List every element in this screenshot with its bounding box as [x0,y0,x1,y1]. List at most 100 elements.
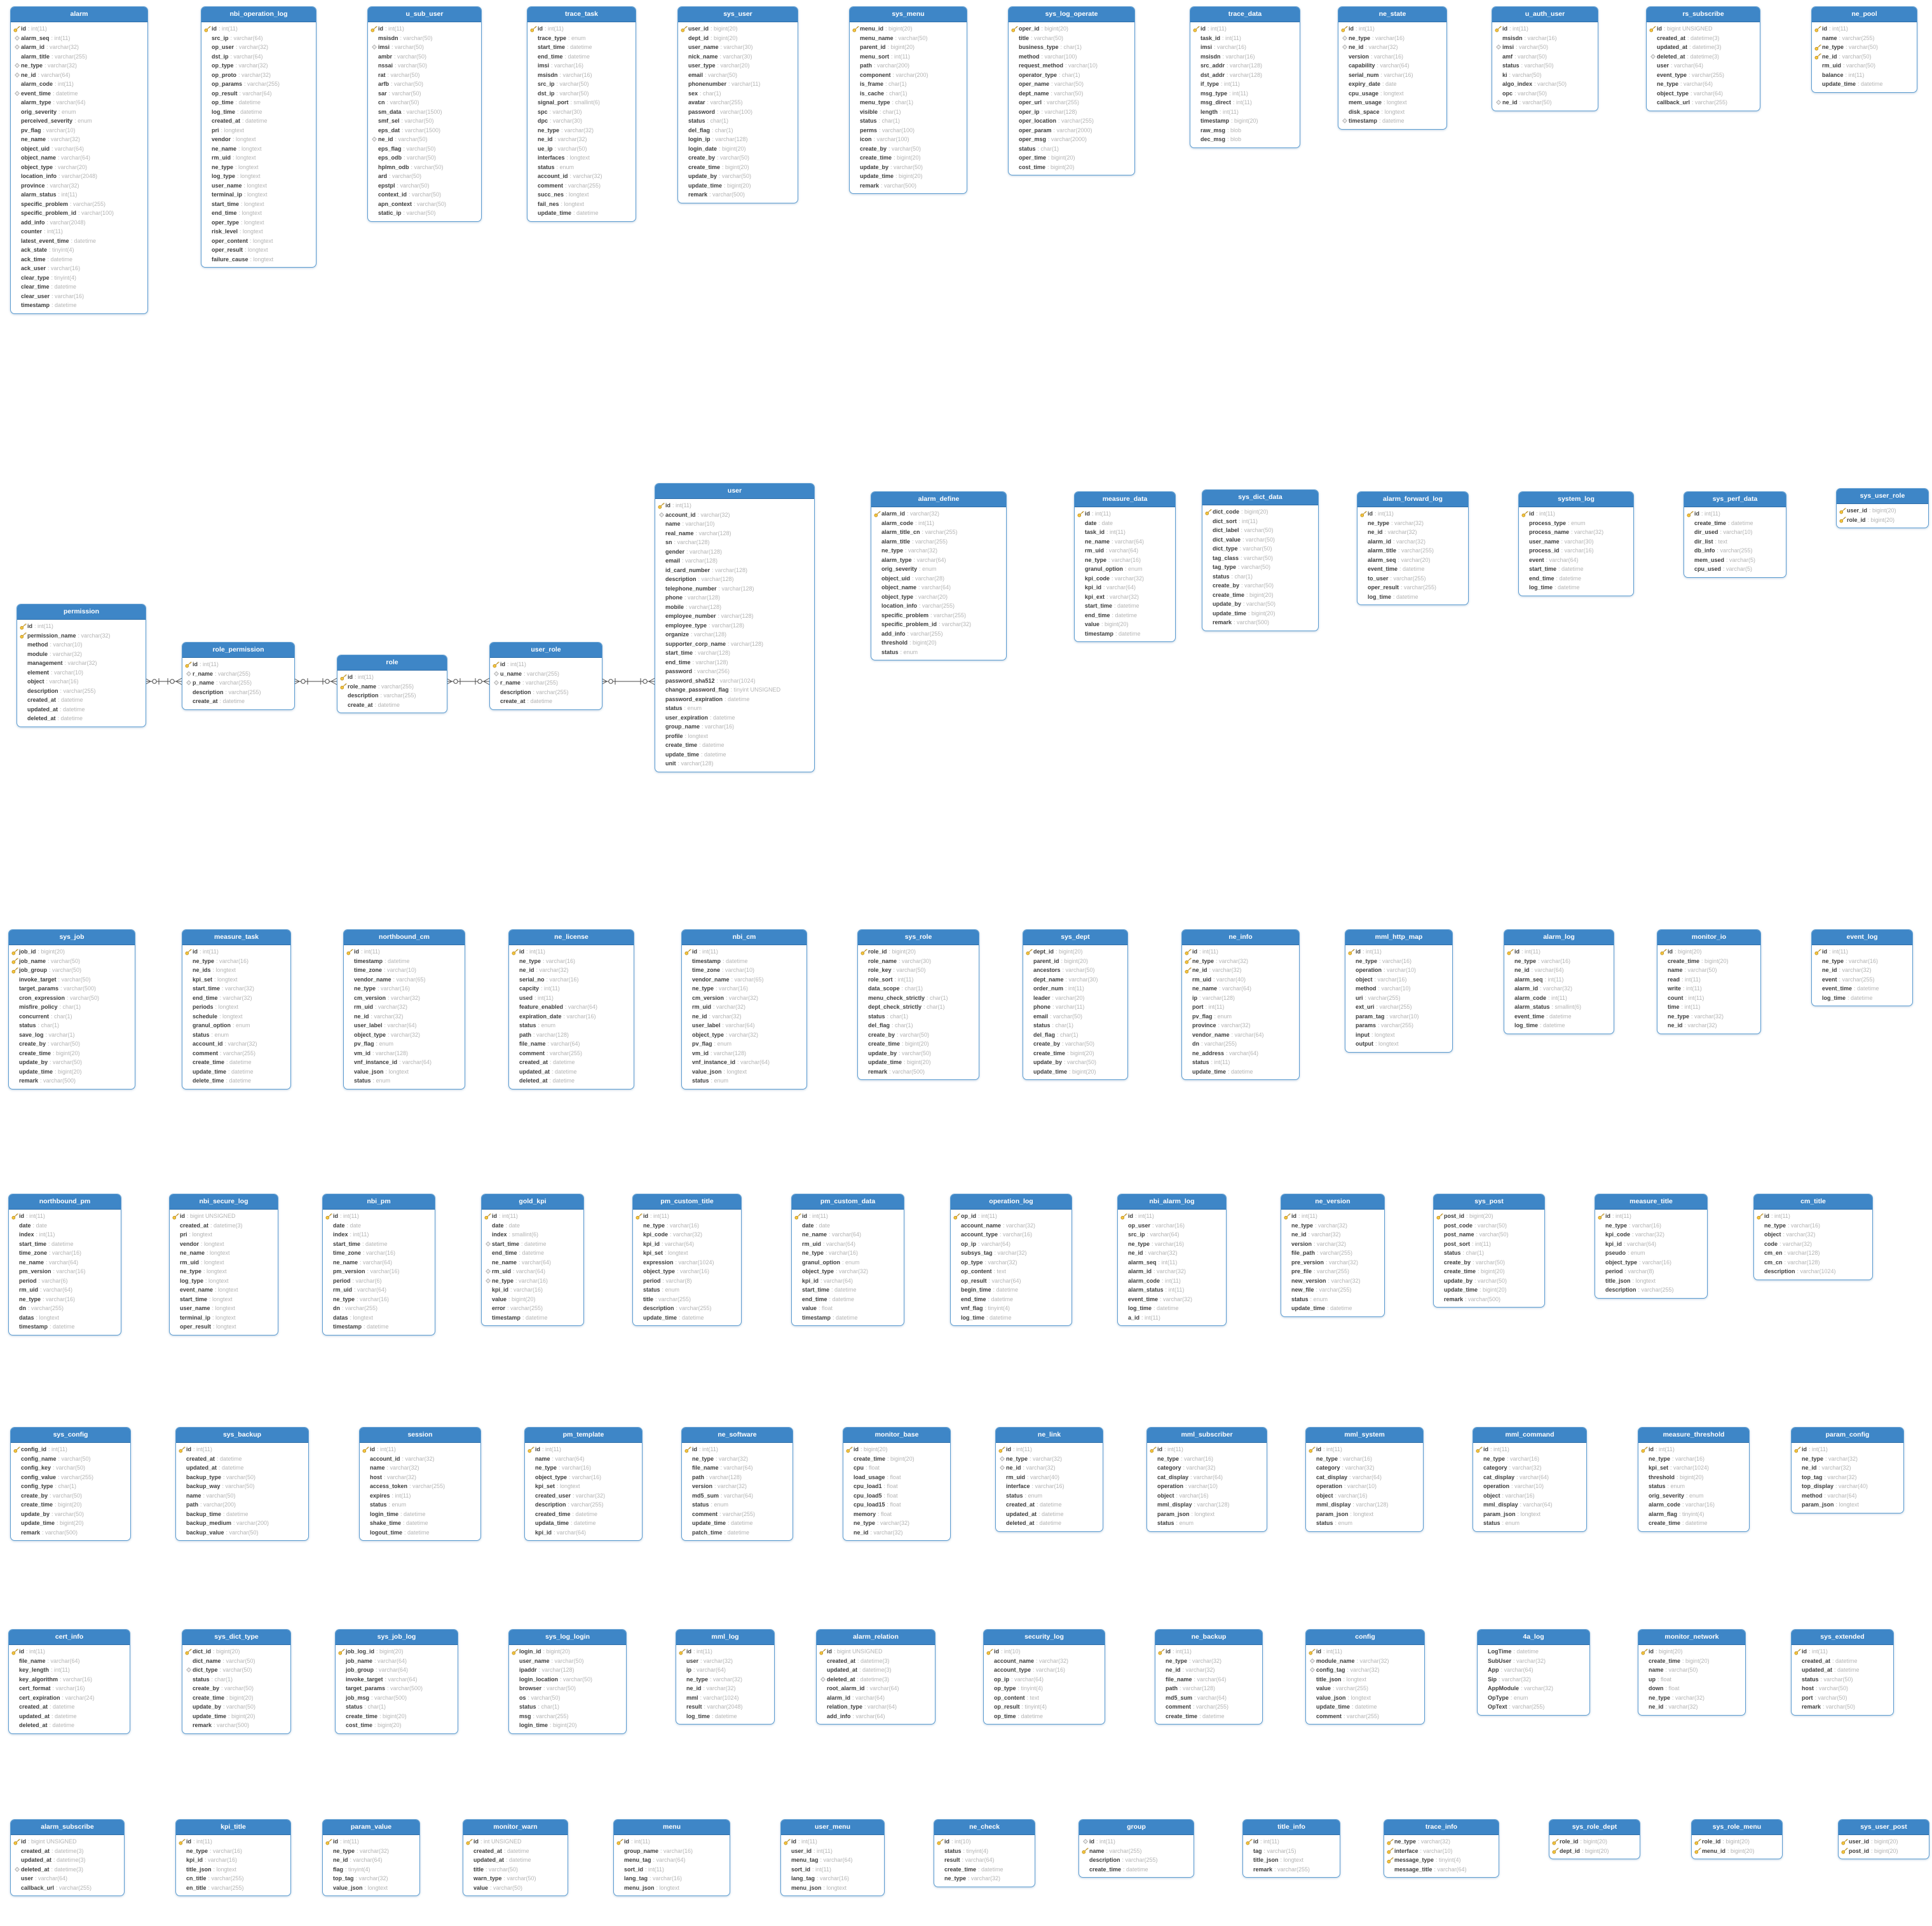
table-header-ne_software[interactable]: ne_software [682,1428,793,1443]
table-field-row[interactable]: id: int(11) [17,622,146,631]
table-param_value[interactable]: param_value id: int(11) ne_type: varchar(3… [322,1819,420,1896]
table-field-row[interactable]: spc: varchar(30) [527,107,636,117]
table-field-row[interactable]: id: bigint UNSIGNED [170,1212,278,1221]
table-field-row[interactable]: granul_option: enum [1075,564,1175,574]
table-field-row[interactable]: cpu_used: varchar(5) [1684,564,1786,574]
table-field-row[interactable]: object_name: varchar(64) [871,583,1006,592]
table-header-gold_kpi[interactable]: gold_kpi [482,1194,583,1210]
table-field-row[interactable]: create_by: varchar(50) [1202,581,1318,591]
table-field-row[interactable]: ne_type: varchar(50) [1812,43,1917,52]
table-sys_perf_data[interactable]: sys_perf_data id: int(11) create_time: dat… [1684,491,1786,578]
table-field-row[interactable]: id: int(11) [1147,1445,1267,1454]
table-field-row[interactable]: id: int(11) [1306,1647,1424,1656]
table-field-row[interactable]: del_flag: char(1) [858,1021,979,1030]
table-field-row[interactable]: ipaddr: varchar(128) [509,1665,626,1675]
table-field-row[interactable]: comment: varchar(255) [1306,1712,1424,1721]
table-field-row[interactable]: op_type: varchar(32) [201,61,316,71]
table-field-row[interactable]: id: int(11) [344,947,465,957]
table-field-row[interactable]: orig_severity: enum [1638,1491,1749,1501]
table-field-row[interactable]: email: varchar(50) [678,71,798,80]
table-sys_dept[interactable]: sys_dept dept_id: bigint(20) parent_id: bi… [1023,929,1128,1080]
table-field-row[interactable]: method: varchar(64) [1792,1491,1903,1501]
table-field-row[interactable]: key_algorithm: varchar(16) [9,1675,130,1684]
table-field-row[interactable]: job_group: varchar(64) [336,1665,458,1675]
table-field-row[interactable]: backup_time: datetime [176,1510,308,1519]
table-field-row[interactable]: post_code: varchar(50) [1434,1221,1544,1231]
table-pm_template[interactable]: pm_template id: int(11) name: varchar(64) n… [524,1427,643,1541]
table-field-row[interactable]: rm_uid: varchar(64) [1075,546,1175,556]
table-monitor_base[interactable]: monitor_base id: bigint(20) create_time: b… [843,1427,951,1541]
table-field-row[interactable]: updated_at: datetime(3) [1647,43,1760,52]
table-field-row[interactable]: id: int(11) [792,1212,904,1221]
table-header-monitor_warn[interactable]: monitor_warn [463,1820,568,1835]
table-ne_check[interactable]: ne_check id: int(10) status: tinyint(4) res… [934,1819,1035,1887]
table-field-row[interactable]: access_token: varchar(255) [360,1482,480,1491]
table-header-measure_task[interactable]: measure_task [182,930,290,945]
table-field-row[interactable]: timestamp: datetime [9,1322,121,1332]
table-field-row[interactable]: oper_id: bigint(20) [1009,24,1134,34]
table-field-row[interactable]: title_json: longtext [176,1865,290,1875]
table-field-row[interactable]: ne_name: varchar(64) [482,1258,583,1267]
table-field-row[interactable]: dir_list: text [1684,537,1786,547]
table-field-row[interactable]: create_time: bigint(20) [1202,591,1318,600]
table-field-row[interactable]: gender: varchar(128) [655,547,814,557]
table-field-row[interactable]: module_name: varchar(32) [1306,1656,1424,1666]
table-field-row[interactable]: dept_id: bigint(20) [1023,947,1127,957]
table-field-row[interactable]: pm_version: varchar(16) [323,1267,435,1276]
table-field-row[interactable]: log_time: datetime [201,107,316,117]
table-field-row[interactable]: db_info: varchar(255) [1684,546,1786,556]
table-field-row[interactable]: terminal_ip: longtext [170,1313,278,1323]
table-field-row[interactable]: update_by: varchar(50) [1202,599,1318,609]
table-field-row[interactable]: login_ip: varchar(128) [678,135,798,144]
table-field-row[interactable]: province: varchar(32) [11,181,147,191]
table-field-row[interactable]: rm_uid: varchar(64) [9,1285,121,1295]
table-field-row[interactable]: create_time: bigint(20) [1638,1656,1745,1666]
table-field-row[interactable]: object_type: varchar(64) [1647,89,1760,99]
table-field-row[interactable]: id: int(11) [676,1647,774,1656]
table-field-row[interactable]: up: float [1638,1675,1745,1684]
table-field-row[interactable]: ne_type: varchar(16) [1118,1240,1226,1249]
table-field-row[interactable]: top_tag: varchar(32) [1792,1473,1903,1482]
table-field-row[interactable]: kpi_id: varchar(16) [482,1285,583,1295]
table-field-row[interactable]: cn: varchar(50) [368,98,481,107]
table-alarm[interactable]: alarm id: int(11) alarm_seq: int(11) alarm_… [10,6,148,314]
table-field-row[interactable]: id: int(11) [323,1837,419,1847]
table-alarm_subscribe[interactable]: alarm_subscribe id: bigint UNSIGNED create… [10,1819,125,1896]
table-field-row[interactable]: comment: varchar(255) [527,181,636,191]
table-field-row[interactable]: status: char(1) [1434,1248,1544,1258]
table-field-row[interactable]: ne_id: varchar(64) [11,71,147,80]
table-field-row[interactable]: category: varchar(32) [1306,1463,1423,1473]
table-field-row[interactable]: smf_sel: varchar(50) [368,116,481,126]
table-field-row[interactable]: file_name: varchar(64) [9,1656,130,1666]
table-field-row[interactable]: os: varchar(50) [509,1693,626,1703]
table-field-row[interactable]: src_ip: varchar(50) [527,79,636,89]
table-field-row[interactable]: period: varchar(8) [633,1276,741,1286]
table-field-row[interactable]: remark: varchar(500) [11,1528,130,1538]
table-field-row[interactable]: ip: varchar(64) [676,1665,774,1675]
table-field-row[interactable]: ext_uri: varchar(255) [1345,1002,1452,1012]
table-field-row[interactable]: start_time: datetime [9,1240,121,1249]
table-field-row[interactable]: subsys_tag: varchar(32) [951,1248,1071,1258]
table-field-row[interactable]: rm_uid: longtext [201,153,316,163]
table-field-row[interactable]: ne_type: varchar(16) [1638,1454,1749,1464]
table-ne_license[interactable]: ne_license id: int(11) ne_type: varchar(16… [508,929,634,1089]
table-field-row[interactable]: data_scope: char(1) [858,984,979,994]
table-field-row[interactable]: date: date [792,1221,904,1231]
table-field-row[interactable]: alarm_status: smallint(6) [1504,1002,1614,1012]
table-field-row[interactable]: capability: varchar(64) [1338,61,1446,71]
table-field-row[interactable]: name: varchar(50) [176,1491,308,1501]
table-field-row[interactable]: name: varchar(50) [1657,966,1760,975]
table-field-row[interactable]: dict_id: bigint(20) [182,1647,290,1656]
table-field-row[interactable]: login_location: varchar(50) [509,1675,626,1684]
table-header-monitor_base[interactable]: monitor_base [843,1428,950,1443]
table-field-row[interactable]: oper_msg: varchar(2000) [1009,135,1134,144]
table-field-row[interactable]: perms: varchar(100) [850,126,967,135]
table-field-row[interactable]: end_time: datetime [482,1248,583,1258]
relationship-connector-role_permission-role[interactable] [293,678,337,685]
table-header-ne_version[interactable]: ne_version [1281,1194,1384,1210]
table-field-row[interactable]: user_name: varchar(50) [509,1656,626,1666]
table-field-row[interactable]: account_id: varchar(32) [182,1039,290,1049]
table-field-row[interactable]: dpc: varchar(30) [527,116,636,126]
table-field-row[interactable]: updated_at: datetime [1792,1665,1893,1675]
table-field-row[interactable]: host: varchar(32) [360,1473,480,1482]
